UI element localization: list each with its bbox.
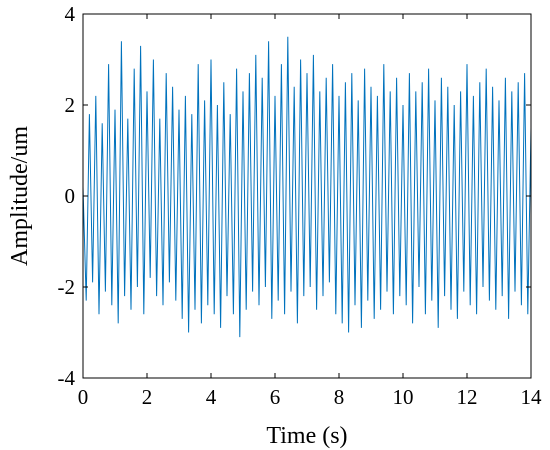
x-axis-label: Time (s): [266, 423, 347, 449]
y-tick-label: 2: [65, 93, 76, 117]
x-axis: 0 2 4 6 8 10 12 14: [78, 14, 542, 409]
series-line-0: [82, 36, 532, 338]
series-layer: [82, 36, 532, 338]
x-tick-label: 2: [142, 385, 153, 409]
x-tick-label: 12: [457, 385, 478, 409]
x-tick-label: 10: [393, 385, 414, 409]
plot-area: [83, 14, 531, 378]
x-tick-label: 14: [521, 385, 543, 409]
x-tick-label: 6: [270, 385, 281, 409]
y-axis: -4 -2 0 2 4: [58, 2, 531, 390]
y-tick-label: -2: [58, 275, 76, 299]
y-tick-label: -4: [58, 366, 76, 390]
y-axis-label: Amplitude/um: [7, 126, 33, 266]
x-tick-label: 0: [78, 385, 89, 409]
y-tick-label: 0: [65, 184, 76, 208]
x-tick-label: 4: [206, 385, 217, 409]
y-tick-label: 4: [65, 2, 76, 26]
x-tick-label: 8: [334, 385, 345, 409]
